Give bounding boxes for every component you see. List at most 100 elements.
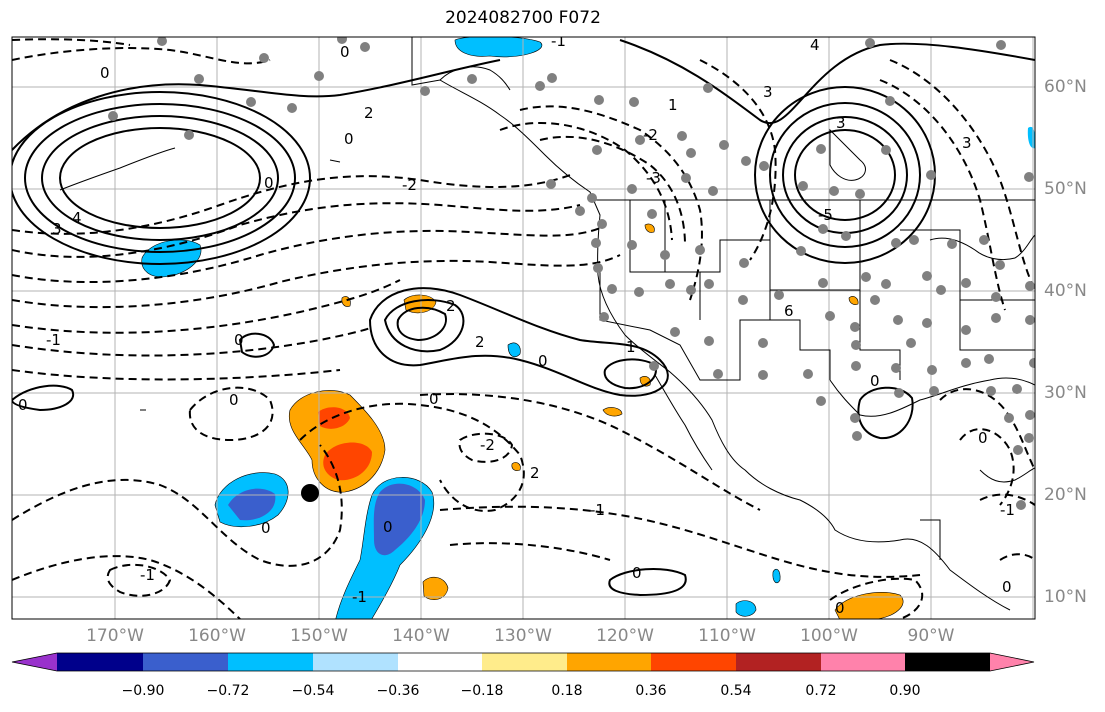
contour-label-neg2-b: -2 [480,436,495,454]
shade-positive-tiny-b [602,407,623,417]
shade-negative-alaska [454,37,543,58]
colorbar-outline [11,652,1035,672]
shade-negative-small-b [507,342,521,357]
shade-negative-small-a [735,600,757,617]
coastlines-and-borders [59,37,1035,611]
contour-label-3-b: 3 [763,83,773,101]
lon-label-140w: 140°W [392,626,450,646]
contours-solid [12,39,1035,597]
contour-label-4-a: 4 [72,209,82,227]
colorbar-segment-3 [228,653,313,671]
contour-label-neg3-a: -3 [646,169,661,187]
contour-label-1-b: 1 [668,96,678,114]
lat-label-50n: 50°N [1044,179,1087,199]
contour-label-neg1-a: -1 [46,331,61,349]
colorbar-max-extension [990,653,1034,671]
lon-label-160w: 160°W [188,626,246,646]
colorbar-tick-label-9: 0.72 [805,683,837,699]
shade-strong-negative-south [373,483,425,556]
contour-label-neg2-c: -2 [643,126,658,144]
contour-label-neg1-e: -1 [352,588,367,606]
colorbar-segment-1 [57,653,143,671]
contour-label-3-c: 3 [836,114,846,132]
colorbar-segment-10 [821,653,905,671]
contour-label-2-c: 2 [475,333,485,351]
colorbar-tick-label-10: 0.90 [889,683,921,699]
colorbar-tick-label-3: −0.54 [291,683,335,699]
contour-label-neg1-b: -1 [590,501,605,519]
lat-label-30n: 30°N [1044,383,1087,403]
colorbar-segment-8 [651,653,736,671]
contour-label-0-k: 0 [383,518,393,536]
colorbar-segment-4 [313,653,398,671]
colorbar-tick-label-4: −0.36 [376,683,420,699]
colorbar-segment-6 [482,653,567,671]
contour-label-0-l: 0 [632,564,642,582]
contour-label-2-a: 2 [364,104,374,122]
colorbar-segment-9 [736,653,821,671]
contour-label-0-p: 0 [1002,578,1012,596]
colorbar-segment-2 [143,653,228,671]
lon-label-170w: 170°W [86,626,144,646]
contour-label-neg1-f: -1 [551,32,566,50]
shade-positive-tiny-f [848,296,859,305]
colorbar-tick-label-8: 0.54 [720,683,752,699]
contours-dashed [12,38,1035,619]
contour-label-3-d: 3 [962,134,972,152]
contour-label-neg5-a: -5 [818,206,833,224]
shade-strong-positive-b [323,442,372,481]
contour-label-0-n: 0 [835,599,845,617]
colorbar [11,652,1035,672]
contour-label-0-j: 0 [261,519,271,537]
lon-label-100w: 100°W [800,626,858,646]
contour-label-neg1-c: -1 [140,566,155,584]
colorbar-segment-11 [905,653,990,671]
lon-label-150w: 150°W [290,626,348,646]
station-markers [108,37,1035,510]
contour-label-0-c: 0 [344,130,354,148]
shade-positive-tiny-e [511,462,521,471]
map-frame [11,36,1036,620]
shade-positive-tiny-c [644,223,655,233]
shade-positive-small-a [422,576,449,601]
contour-label-4-b: 4 [810,36,820,54]
map-panel: 0 0 2 0 3 4 0 -2 2 2 0 1 0 0 -2 2 -1 0 0… [12,32,1035,619]
lat-label-40n: 40°N [1044,281,1087,301]
contour-label-neg2-a: -2 [402,176,417,194]
lon-label-90w: 90°W [907,626,955,646]
colorbar-tick-label-2: −0.72 [206,683,250,699]
contour-label-6-a: 6 [784,302,794,320]
shade-negative-tiny [772,568,781,584]
contour-label-2-b: 2 [446,297,456,315]
shade-strong-negative-west [228,488,276,521]
contour-label-0-o: 0 [978,429,988,447]
contour-label-0-f: 0 [429,390,439,408]
colorbar-min-extension [12,653,57,671]
contour-label-2-d: 2 [530,464,540,482]
lon-label-110w: 110°W [698,626,756,646]
map-title: 2024082700 F072 [445,8,601,28]
colorbar-tick-label-5: −0.18 [460,683,504,699]
lat-label-60n: 60°N [1044,77,1087,97]
lon-label-130w: 130°W [494,626,552,646]
colorbar-tick-label-1: −0.90 [121,683,165,699]
storm-center-marker [301,484,319,502]
contour-label-layer: 0 0 2 0 3 4 0 -2 2 2 0 1 0 0 -2 2 -1 0 0… [18,32,1015,617]
colorbar-tick-label-7: 0.36 [635,683,667,699]
contour-label-0-i: 0 [18,396,28,414]
contour-label-0-h: 0 [234,331,244,349]
lat-label-10n: 10°N [1044,587,1087,607]
contour-label-1-a: 1 [626,338,636,356]
contour-label-0-m: 0 [870,372,880,390]
contour-label-0-a: 0 [340,43,350,61]
contour-label-0-g: 0 [229,391,239,409]
lon-label-120w: 120°W [596,626,654,646]
contour-label-0-b: 0 [100,64,110,82]
contour-label-0-d: 0 [264,174,274,192]
colorbar-segment-7 [567,653,651,671]
colorbar-tick-label-6: 0.18 [551,683,583,699]
colorbar-segment-5 [398,653,482,671]
contour-label-0-e: 0 [538,352,548,370]
contour-label-3-a: 3 [52,220,62,238]
